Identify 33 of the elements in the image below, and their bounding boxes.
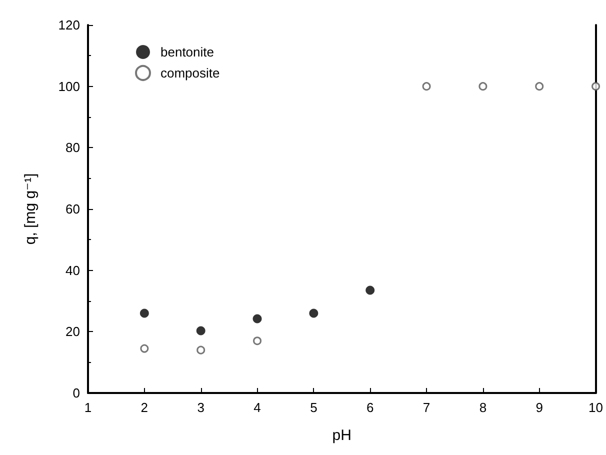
y-tick-label: 40 bbox=[66, 262, 80, 278]
point bbox=[592, 82, 600, 91]
y-axis-title: q, [mg g⁻¹] bbox=[22, 173, 39, 245]
point bbox=[309, 308, 318, 318]
x-tick-label: 7 bbox=[422, 400, 430, 415]
x-tick-label: 10 bbox=[588, 400, 604, 415]
y-tick-label: 20 bbox=[66, 324, 80, 340]
y-tick-label: 100 bbox=[58, 78, 80, 94]
legend-label: bentonite bbox=[160, 44, 214, 60]
point bbox=[366, 286, 375, 295]
point bbox=[478, 82, 488, 91]
x-tick-label: 4 bbox=[254, 400, 261, 415]
legend-label: composite bbox=[160, 66, 220, 80]
y-tick-label: 60 bbox=[66, 202, 80, 216]
point bbox=[140, 308, 149, 318]
x-tick-label: 6 bbox=[366, 400, 374, 415]
x-tick-label: 1 bbox=[84, 400, 92, 415]
point bbox=[140, 344, 149, 353]
x-tick-label: 3 bbox=[197, 400, 204, 415]
y-tick-label: 120 bbox=[58, 18, 80, 32]
point bbox=[196, 326, 206, 336]
point bbox=[252, 314, 262, 324]
point bbox=[196, 346, 206, 354]
point bbox=[422, 82, 431, 91]
x-tick-label: 5 bbox=[310, 400, 318, 415]
y-tick-label: 0 bbox=[72, 386, 80, 400]
x-tick-label: 9 bbox=[536, 400, 543, 415]
y-tick-label: 80 bbox=[66, 140, 80, 156]
x-tick-label: 8 bbox=[479, 400, 487, 415]
point bbox=[535, 82, 544, 91]
x-tick-label: 2 bbox=[140, 400, 148, 415]
x-axis-title: pH bbox=[332, 427, 352, 444]
point bbox=[253, 336, 262, 346]
